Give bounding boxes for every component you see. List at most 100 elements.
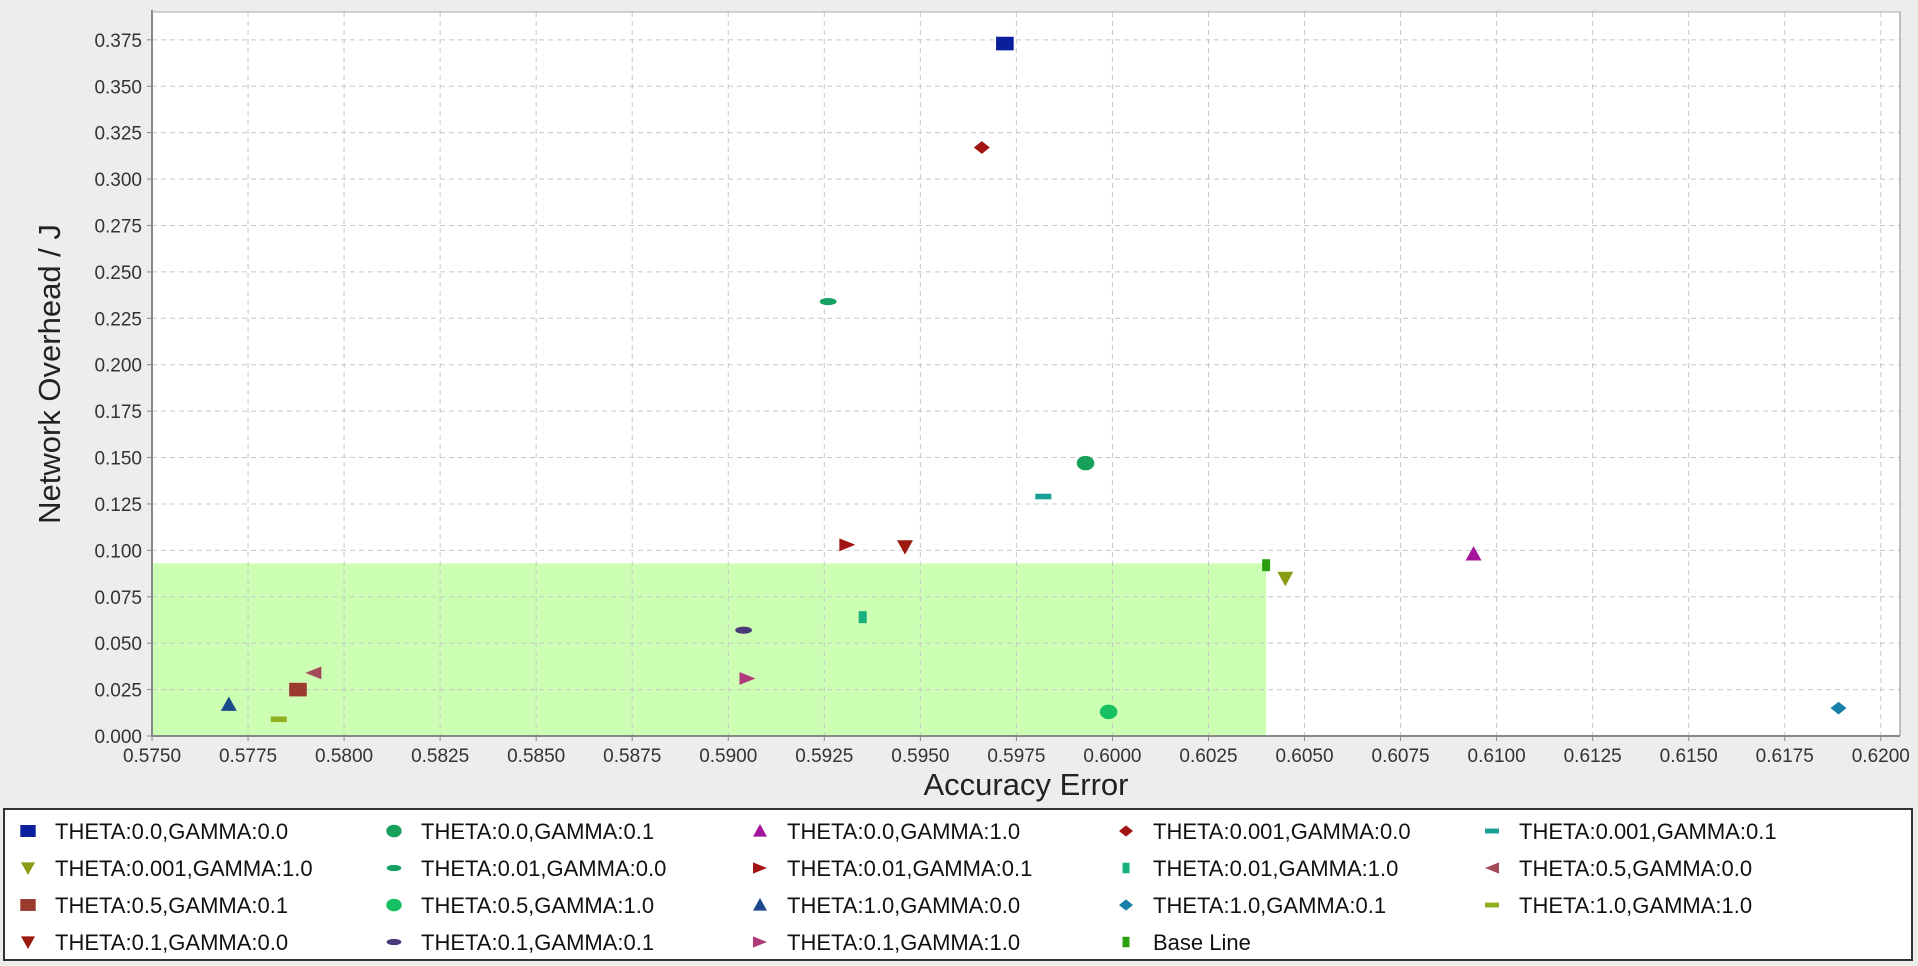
y-tick-label: 0.150	[94, 449, 142, 470]
y-axis-title: Network Overhead / J	[32, 224, 67, 524]
y-tick-label: 0.300	[94, 170, 142, 191]
y-tick-label: 0.350	[94, 77, 142, 98]
y-tick-label: 0.225	[94, 309, 142, 330]
y-tick-label: 0.200	[94, 356, 142, 377]
legend-marker	[1119, 899, 1133, 911]
legend-marker	[386, 824, 402, 838]
legend-item: THETA:0.001,GAMMA:1.0	[21, 856, 313, 881]
legend-label: THETA:0.5,GAMMA:0.0	[1519, 856, 1752, 881]
x-tick-label: 0.5875	[603, 746, 661, 767]
legend-label: THETA:1.0,GAMMA:1.0	[1519, 893, 1752, 918]
y-tick-label: 0.250	[94, 263, 142, 284]
data-point	[1277, 571, 1294, 587]
legend-marker	[1122, 936, 1130, 948]
legend-label: THETA:0.01,GAMMA:0.0	[421, 856, 666, 881]
legend-label: THETA:0.0,GAMMA:1.0	[787, 819, 1020, 844]
y-tick-label: 0.175	[94, 402, 142, 423]
legend-marker	[20, 899, 36, 911]
legend-label: THETA:0.01,GAMMA:0.1	[787, 856, 1032, 881]
legend-label: THETA:0.1,GAMMA:0.0	[55, 930, 288, 955]
legend-marker	[21, 862, 35, 875]
x-tick-label: 0.6025	[1179, 746, 1237, 767]
data-points	[220, 36, 1847, 723]
x-tick-label: 0.6125	[1564, 746, 1622, 767]
legend-marker	[1122, 862, 1130, 874]
legend-label: THETA:0.5,GAMMA:0.1	[55, 893, 288, 918]
legend-item: THETA:0.0,GAMMA:0.1	[386, 819, 654, 844]
legend-label: THETA:0.001,GAMMA:0.0	[1153, 819, 1411, 844]
data-point	[739, 672, 756, 685]
legend-item: THETA:0.001,GAMMA:0.1	[1485, 819, 1777, 844]
data-point	[896, 540, 913, 555]
legend-label: Base Line	[1153, 930, 1251, 955]
legend-item: THETA:1.0,GAMMA:1.0	[1485, 893, 1752, 918]
data-point	[839, 538, 856, 552]
x-tick-label: 0.5850	[507, 746, 565, 767]
legend-item: THETA:0.01,GAMMA:1.0	[1122, 856, 1398, 881]
data-point	[1076, 455, 1095, 471]
x-tick-label: 0.5925	[795, 746, 853, 767]
x-tick-label: 0.5975	[987, 746, 1045, 767]
legend-item: THETA:0.0,GAMMA:1.0	[753, 819, 1020, 844]
legend-marker	[753, 898, 767, 911]
legend-item: THETA:0.01,GAMMA:0.1	[753, 856, 1032, 881]
y-tick-label: 0.025	[94, 681, 142, 702]
legend-item: THETA:0.0,GAMMA:0.0	[20, 819, 288, 844]
legend-marker	[21, 936, 35, 949]
legend-item: THETA:0.1,GAMMA:1.0	[753, 930, 1020, 955]
legend-label: THETA:1.0,GAMMA:0.1	[1153, 893, 1386, 918]
legend-label: THETA:0.5,GAMMA:1.0	[421, 893, 654, 918]
legend-item: THETA:0.01,GAMMA:0.0	[386, 856, 666, 881]
data-point	[1262, 559, 1271, 572]
legend-marker	[753, 824, 767, 837]
legend-label: THETA:0.1,GAMMA:1.0	[787, 930, 1020, 955]
x-tick-label: 0.5825	[411, 746, 469, 767]
y-tick-label: 0.050	[94, 634, 142, 655]
data-point	[270, 716, 287, 723]
legend-item: Base Line	[1122, 930, 1251, 955]
data-point	[1465, 546, 1482, 561]
legend-label: THETA:0.001,GAMMA:1.0	[55, 856, 313, 881]
legend-label: THETA:1.0,GAMMA:0.0	[787, 893, 1020, 918]
legend-marker	[386, 938, 402, 946]
x-tick-label: 0.6050	[1275, 746, 1333, 767]
legend-marker	[753, 862, 767, 874]
legend: THETA:0.0,GAMMA:0.0 THETA:0.0,GAMMA:0.1 TH…	[20, 819, 1777, 955]
data-point	[220, 696, 237, 711]
x-axis-title: Accuracy Error	[924, 767, 1129, 802]
legend-marker	[1119, 825, 1133, 837]
data-point	[858, 611, 867, 624]
legend-item: THETA:0.1,GAMMA:0.1	[386, 930, 654, 955]
legend-marker	[1485, 902, 1499, 908]
legend-marker	[1485, 862, 1499, 874]
data-point	[1099, 704, 1118, 720]
data-point	[1830, 701, 1847, 715]
grid-lines	[151, 12, 1900, 737]
legend-marker	[20, 825, 36, 837]
legend-box	[3, 808, 1913, 961]
x-tick-label: 0.5775	[219, 746, 277, 767]
legend-label: THETA:0.0,GAMMA:0.0	[55, 819, 288, 844]
x-tick-label: 0.6175	[1756, 746, 1814, 767]
data-point	[819, 298, 837, 306]
tick-labels: 0.5750 0.5775 0.5800 0.5825 0.5850 0.5875 0.59…	[94, 31, 1909, 767]
legend-item: THETA:0.5,GAMMA:0.1	[20, 893, 288, 918]
legend-label: THETA:0.0,GAMMA:0.1	[421, 819, 654, 844]
highlight-region	[152, 563, 1267, 736]
x-tick-label: 0.6100	[1468, 746, 1526, 767]
legend-marker	[1485, 828, 1499, 834]
y-tick-label: 0.325	[94, 124, 142, 145]
legend-label: THETA:0.1,GAMMA:0.1	[421, 930, 654, 955]
data-point	[1035, 493, 1052, 500]
legend-item: THETA:0.001,GAMMA:0.0	[1119, 819, 1411, 844]
y-tick-label: 0.000	[94, 727, 142, 748]
x-tick-label: 0.6075	[1372, 746, 1430, 767]
legend-label: THETA:0.01,GAMMA:1.0	[1153, 856, 1398, 881]
legend-marker	[386, 864, 402, 872]
data-point	[289, 682, 307, 697]
data-point	[735, 626, 753, 634]
x-tick-label: 0.5800	[315, 746, 373, 767]
legend-item: THETA:1.0,GAMMA:0.1	[1119, 893, 1386, 918]
data-point	[996, 36, 1014, 51]
